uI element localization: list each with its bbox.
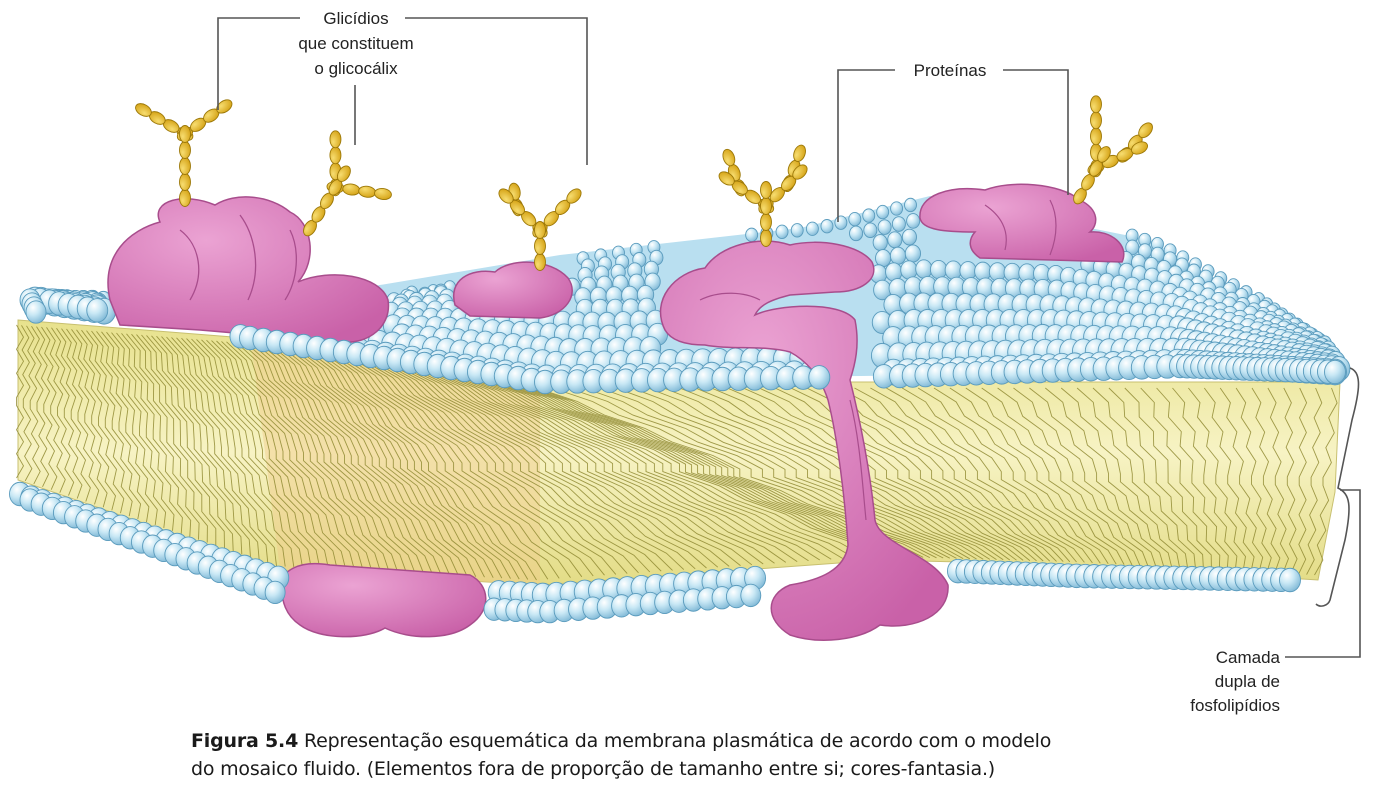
- protein-transmembrane: [659, 240, 949, 641]
- label-bilayer-line1: Camada: [1216, 648, 1281, 667]
- label-bilayer: Camada dupla de fosfolipídios: [1190, 648, 1280, 715]
- caption-figure-number: Figura 5.4: [191, 730, 299, 752]
- phospholipid-tail-region: [15, 319, 1341, 586]
- protein-right-peripheral: [919, 183, 1125, 263]
- protein-bottom-left: [280, 563, 487, 638]
- caption-text-1: Representação esquemática da membrana pl…: [303, 730, 1052, 752]
- label-bilayer-line3: fosfolipídios: [1190, 696, 1280, 715]
- membrane-proteins: [107, 183, 1125, 641]
- caption-text-2: do mosaico fluido. (Elementos fora de pr…: [191, 758, 996, 780]
- label-glycids-line2: que constituem: [298, 34, 413, 53]
- label-glycids: Glicídios que constituem o glicocálix: [298, 9, 413, 78]
- label-glycids-line1: Glicídios: [323, 9, 388, 28]
- glycocalyx-chains: [135, 95, 1153, 271]
- caption-line-2: do mosaico fluido. (Elementos fora de pr…: [191, 755, 1191, 783]
- leader-lines: [217, 17, 1361, 658]
- label-glycids-line3: o glicocálix: [314, 59, 398, 78]
- caption-line-1: Figura 5.4 Representação esquemática da …: [191, 727, 1191, 755]
- label-bilayer-line2: dupla de: [1215, 672, 1280, 691]
- protein-left-large: [107, 196, 390, 343]
- figure-caption: Figura 5.4 Representação esquemática da …: [191, 727, 1191, 783]
- label-proteins: Proteínas: [914, 61, 987, 80]
- phospholipid-heads-edges: [9, 287, 1346, 624]
